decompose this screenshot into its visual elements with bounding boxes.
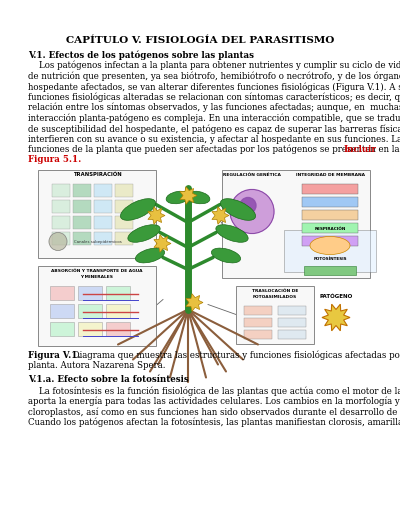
Bar — [38, 266, 156, 345]
Bar — [244, 306, 272, 314]
Bar — [50, 303, 74, 317]
Bar — [73, 232, 91, 245]
Ellipse shape — [128, 225, 160, 242]
Bar — [94, 184, 112, 196]
Bar — [94, 200, 112, 212]
Bar — [78, 322, 102, 336]
Bar — [52, 184, 70, 196]
Bar — [106, 303, 130, 317]
Bar — [302, 236, 358, 246]
Text: FOTOSÍNTESIS: FOTOSÍNTESIS — [313, 257, 347, 262]
Bar — [73, 184, 91, 196]
Text: Figura V.1.: Figura V.1. — [28, 351, 80, 359]
Text: TRANSPIRACIÓN: TRANSPIRACIÓN — [73, 173, 121, 177]
Text: INTEGRIDAD DE MEMBRANA: INTEGRIDAD DE MEMBRANA — [296, 173, 364, 176]
Bar — [106, 285, 130, 299]
Bar — [78, 303, 102, 317]
Ellipse shape — [120, 199, 156, 220]
Bar — [38, 170, 156, 257]
Bar — [302, 196, 358, 206]
Text: Cuando los patógenos afectan la fotosíntesis, las plantas manifiestan clorosis, : Cuando los patógenos afectan la fotosínt… — [28, 418, 400, 427]
Bar — [284, 230, 376, 271]
Circle shape — [49, 233, 67, 251]
Polygon shape — [322, 304, 350, 331]
Bar — [106, 322, 130, 336]
Ellipse shape — [310, 236, 350, 254]
Bar — [94, 232, 112, 245]
Polygon shape — [186, 294, 203, 311]
Text: funciones de la planta que pueden ser afectadas por los patógenos se presentan e: funciones de la planta que pueden ser af… — [28, 145, 400, 155]
Bar — [244, 317, 272, 327]
Bar — [115, 216, 133, 229]
Bar — [115, 200, 133, 212]
Bar — [50, 285, 74, 299]
Bar — [304, 266, 356, 275]
Text: TRASLOCACIÓN DE: TRASLOCACIÓN DE — [252, 288, 298, 293]
Polygon shape — [148, 207, 165, 224]
Bar — [52, 200, 70, 212]
Bar — [302, 209, 358, 220]
Text: Canales subepidérmicos: Canales subepidérmicos — [74, 240, 122, 245]
Ellipse shape — [220, 199, 256, 220]
Ellipse shape — [186, 191, 210, 204]
Text: V.1.a. Efecto sobre la fotosíntesis: V.1.a. Efecto sobre la fotosíntesis — [28, 375, 189, 384]
Text: aporta la energía para todas las actividades celulares. Los cambios en la morfol: aporta la energía para todas las activid… — [28, 397, 400, 406]
Bar — [278, 317, 306, 327]
Text: REGULACIÓN GENÉTICA: REGULACIÓN GENÉTICA — [223, 173, 281, 176]
Bar — [52, 216, 70, 229]
Bar — [302, 184, 358, 193]
Text: relación entre los síntomas observados, y las funciones afectadas; aunque, en  m: relación entre los síntomas observados, … — [28, 103, 400, 113]
Polygon shape — [212, 207, 229, 224]
Text: Los patógenos infectan a la planta para obtener nutrientes y cumplir su ciclo de: Los patógenos infectan a la planta para … — [28, 61, 400, 70]
Text: de susceptibilidad del hospedante, el patógeno es capaz de superar las barreras : de susceptibilidad del hospedante, el pa… — [28, 124, 400, 133]
Polygon shape — [154, 235, 171, 252]
Circle shape — [240, 197, 256, 214]
Bar — [78, 285, 102, 299]
Text: V.1. Efectos de los patógenos sobre las plantas: V.1. Efectos de los patógenos sobre las … — [28, 50, 254, 59]
Text: cloroplastos, así como en sus funciones han sido observados durante el desarroll: cloroplastos, así como en sus funciones … — [28, 407, 400, 417]
Ellipse shape — [216, 225, 248, 242]
Bar — [73, 200, 91, 212]
Text: planta. Autora Nazarena Spera.: planta. Autora Nazarena Spera. — [28, 361, 166, 370]
Text: funciones fisiológicas alteradas se relacionan con síntomas característicos; es : funciones fisiológicas alteradas se rela… — [28, 93, 400, 102]
Bar — [52, 232, 70, 245]
Bar — [236, 285, 314, 343]
Text: ABSORCIÓN Y TRANSPORTE DE AGUA: ABSORCIÓN Y TRANSPORTE DE AGUA — [51, 268, 143, 272]
Ellipse shape — [212, 248, 240, 263]
Text: PATÓGENO: PATÓGENO — [319, 294, 353, 298]
Bar — [94, 216, 112, 229]
Text: interfieren con su avance o su existencia, y afectar al hospedante en sus funcio: interfieren con su avance o su existenci… — [28, 134, 400, 144]
Text: Y MINERALES: Y MINERALES — [80, 276, 114, 280]
Bar — [222, 170, 370, 278]
Text: Incluir: Incluir — [344, 145, 377, 154]
Text: FOTOASIMILADOS: FOTOASIMILADOS — [253, 296, 297, 299]
Bar — [278, 329, 306, 339]
Text: Diagrama que muestra las estructuras y funciones fisiológicas afectadas por los : Diagrama que muestra las estructuras y f… — [70, 351, 400, 360]
Bar — [278, 306, 306, 314]
Bar — [115, 232, 133, 245]
Text: de nutrición que presenten, ya sea biótrofo, hemibiótrofo o necrótrofo, y de los: de nutrición que presenten, ya sea biótr… — [28, 71, 400, 81]
Bar — [115, 184, 133, 196]
Text: La fotosíntesis es la función fisiológica de las plantas que actúa como el motor: La fotosíntesis es la función fisiológic… — [28, 386, 400, 396]
Bar — [244, 329, 272, 339]
Bar — [302, 222, 358, 233]
Text: CAPÍTULO V. FISIOLOGÍA DEL PARASITISMO: CAPÍTULO V. FISIOLOGÍA DEL PARASITISMO — [66, 36, 334, 45]
Text: RESPIRACIÓN: RESPIRACIÓN — [314, 227, 346, 232]
Bar — [50, 322, 74, 336]
Bar — [73, 216, 91, 229]
Polygon shape — [180, 187, 197, 204]
Text: hospedante afectados, se van alterar diferentes funciones fisiológicas (Figura V: hospedante afectados, se van alterar dif… — [28, 82, 400, 92]
Text: Figura 5.1.: Figura 5.1. — [28, 156, 81, 164]
Ellipse shape — [166, 191, 190, 204]
Ellipse shape — [136, 248, 164, 263]
Text: interacción planta-patógeno es compleja. En una interacción compatible, que se t: interacción planta-patógeno es compleja.… — [28, 114, 400, 123]
Circle shape — [230, 190, 274, 234]
